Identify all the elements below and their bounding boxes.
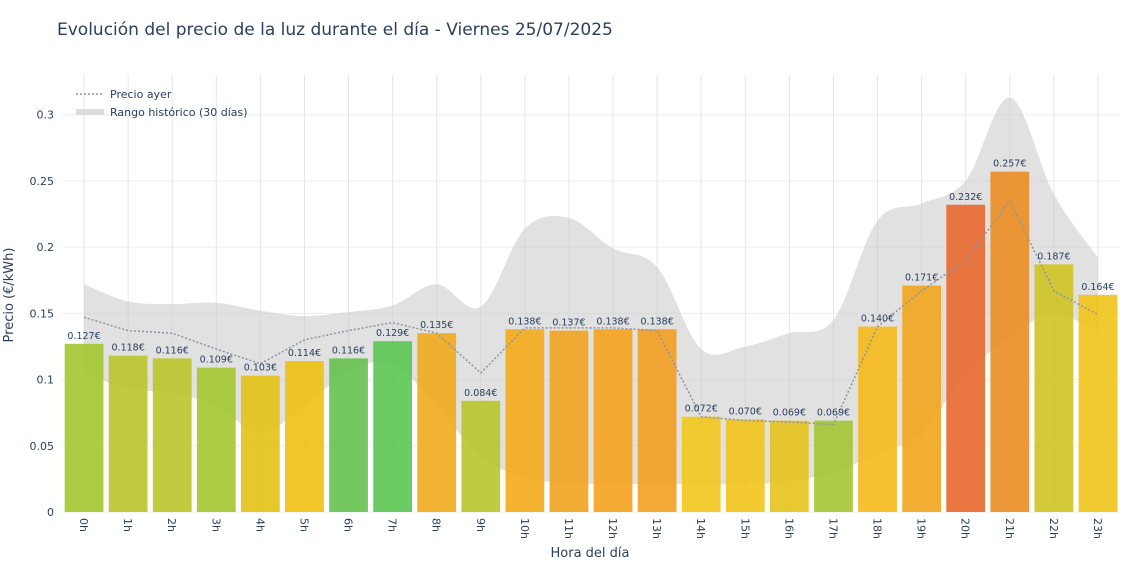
x-tick-label: 7h (386, 518, 399, 532)
x-axis-title: Hora del día (551, 546, 630, 561)
price-bar (240, 375, 280, 512)
x-tick-label: 0h (77, 518, 90, 532)
x-tick-label: 1h (121, 518, 134, 532)
y-tick-label: 0.25 (30, 175, 55, 188)
price-bar (814, 420, 853, 512)
yesterday-price-line (83, 199, 1099, 426)
x-tick-label: 14h (694, 518, 707, 539)
historical-range-band-layer (84, 97, 1098, 485)
x-tick-label: 22h (1047, 518, 1060, 539)
x-tick-label: 15h (738, 518, 751, 539)
bar-value-label: 0.164€ (1081, 282, 1114, 293)
bar-value-label: 0.129€ (376, 328, 409, 339)
x-tick-label: 2h (165, 518, 178, 532)
x-tick-label: 6h (342, 518, 355, 532)
x-tick-label: 4h (253, 518, 266, 532)
price-bar (461, 400, 501, 512)
bar-value-label: 0.103€ (244, 363, 277, 374)
legend-yesterday-label[interactable]: Precio ayer (110, 88, 172, 101)
x-tick-label: 11h (562, 518, 575, 539)
x-tick-label: 9h (474, 518, 487, 532)
bar-value-label: 0.109€ (200, 355, 233, 366)
x-tick-label: 12h (606, 518, 619, 539)
y-tick-label: 0 (47, 506, 54, 519)
x-tick-label: 18h (871, 518, 884, 539)
x-tick-label: 19h (915, 518, 928, 539)
bar-value-label: 0.138€ (596, 316, 629, 327)
price-bar (858, 326, 897, 512)
x-tick-label: 10h (518, 518, 531, 539)
y-tick-label: 0.1 (37, 374, 55, 387)
bar-value-label: 0.070€ (729, 406, 762, 417)
bar-value-label: 0.232€ (949, 192, 982, 203)
price-bar (505, 329, 545, 512)
price-bar (946, 204, 986, 512)
bar-value-label: 0.069€ (817, 408, 850, 419)
bar-value-label: 0.084€ (464, 388, 497, 399)
bar-value-label: 0.137€ (552, 318, 585, 329)
chart-title: Evolución del precio de la luz durante e… (57, 20, 613, 40)
legend: Precio ayer Rango histórico (30 días) (76, 88, 248, 119)
bar-value-label: 0.138€ (508, 316, 541, 327)
x-tick-label: 5h (297, 518, 310, 532)
y-tick-label: 0.15 (30, 307, 55, 320)
price-bar (637, 329, 677, 512)
legend-range-label[interactable]: Rango histórico (30 días) (110, 106, 248, 119)
price-bar (108, 355, 148, 512)
y-axis-title: Precio (€/kWh) (2, 248, 17, 343)
bar-value-label: 0.138€ (641, 316, 674, 327)
bar-value-label: 0.116€ (332, 345, 365, 356)
bar-value-label: 0.171€ (905, 273, 938, 284)
bar-value-label: 0.140€ (861, 314, 894, 325)
price-bar (593, 329, 633, 512)
bar-value-label: 0.257€ (993, 159, 1026, 170)
bar-value-label: 0.135€ (420, 320, 453, 331)
bar-value-label: 0.187€ (1037, 251, 1070, 262)
price-bar (769, 420, 809, 512)
price-bar (64, 343, 104, 512)
price-bar (373, 341, 413, 512)
bar-value-label: 0.118€ (112, 343, 145, 354)
x-tick-label: 8h (430, 518, 443, 532)
price-bar (285, 361, 324, 512)
x-tick-label: 16h (782, 518, 795, 539)
x-tick-label: 23h (1091, 518, 1104, 539)
x-tick-label: 20h (959, 518, 972, 539)
bar-value-label: 0.072€ (685, 404, 718, 415)
bar-value-label: 0.116€ (156, 345, 189, 356)
price-bar (417, 333, 457, 512)
price-bar (329, 358, 368, 512)
bar-layer (64, 171, 1118, 513)
x-tick-label: 13h (650, 518, 663, 539)
bar-value-label: 0.114€ (288, 348, 321, 359)
bar-value-label: 0.127€ (67, 331, 100, 342)
x-tick-label: 17h (826, 518, 839, 539)
x-tick-label: 3h (209, 518, 222, 532)
y-tick-label: 0.3 (37, 109, 55, 122)
price-bar (1078, 294, 1118, 512)
price-bar (725, 419, 765, 512)
price-bar (681, 416, 721, 512)
price-bar (990, 171, 1030, 513)
historical-range-band (84, 97, 1098, 485)
x-tick-label: 21h (1003, 518, 1016, 539)
price-bar (196, 367, 236, 512)
data-label-layer: 0.127€ 0.118€ 0.116€ 0.109€ 0.103€ 0.114€ 0.11… (67, 159, 1114, 419)
price-bar (152, 358, 192, 512)
price-bar (1034, 264, 1074, 512)
axis-layer: 0 0.05 0.1 0.15 0.2 0.25 0.3 0h 1h 2h 3h 4h 5h 6h 7h 8h… (30, 109, 1104, 539)
bar-value-label: 0.069€ (773, 408, 806, 419)
yesterday-line-layer (83, 199, 1099, 426)
price-bar (549, 330, 589, 512)
y-tick-label: 0.2 (37, 241, 55, 254)
y-tick-label: 0.05 (30, 440, 55, 453)
price-bar (902, 285, 942, 512)
